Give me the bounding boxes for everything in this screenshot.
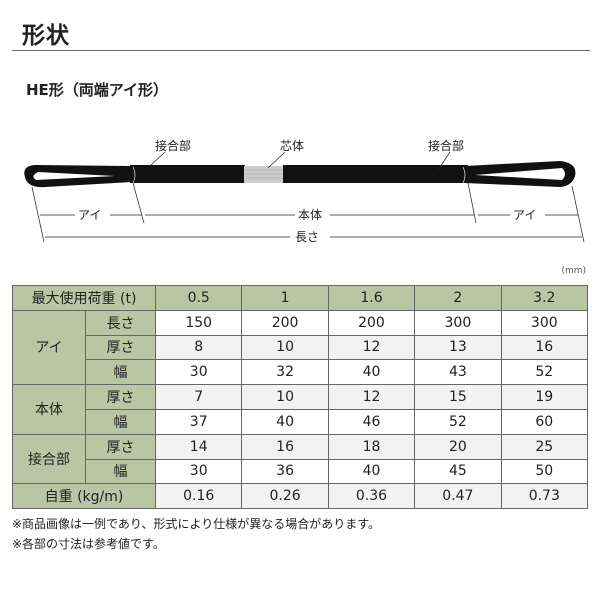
value-cell: 7	[154, 384, 243, 410]
value-cell: 30	[154, 458, 243, 485]
value-cell: 15	[414, 384, 502, 410]
row-label: 幅	[85, 359, 156, 386]
note-2: ※各部の寸法は参考値です。	[12, 537, 165, 551]
sling-diagram: 接合部 芯体 接合部 アイ 本体 アイ 長さ	[24, 138, 585, 244]
table-row: 本体 厚さ 7 10 12 15 19	[12, 384, 589, 435]
weight-cell: 0.73	[500, 483, 589, 510]
value-cell: 12	[327, 384, 416, 410]
row-label: 厚さ	[85, 334, 156, 361]
weight-label: 自重 (kg/m)	[12, 483, 156, 510]
value-cell: 8	[154, 334, 243, 361]
value-cell: 40	[327, 458, 416, 485]
table-row: 幅 37 40 46 52 60	[13, 408, 589, 435]
table-row: アイ 長さ 150 200 200 300 300	[12, 309, 589, 386]
value-cell: 45	[414, 458, 502, 485]
row-label: 幅	[85, 408, 156, 435]
value-cell: 10	[241, 334, 329, 361]
group-label: 本体	[12, 384, 86, 435]
row-label: 厚さ	[85, 384, 156, 410]
value-cell: 36	[241, 458, 329, 485]
value-cell: 10	[241, 384, 329, 410]
group-label: 接合部	[12, 433, 86, 485]
value-cell: 200	[327, 309, 416, 336]
weight-cell: 0.36	[327, 483, 416, 510]
weight-cell: 0.16	[154, 483, 243, 510]
group-label: アイ	[12, 309, 86, 386]
row-label: 厚さ	[85, 433, 156, 460]
value-cell: 200	[241, 309, 329, 336]
row-label: 幅	[85, 458, 156, 485]
label-core: 芯体	[280, 139, 304, 153]
value-cell: 60	[500, 408, 589, 435]
value-cell: 18	[327, 433, 416, 460]
section-subtitle: HE形（両端アイ形）	[26, 81, 169, 99]
label-eye-right: アイ	[513, 208, 536, 222]
label-length: 長さ	[295, 230, 319, 244]
load-cell: 1.6	[327, 285, 416, 311]
title-divider	[12, 50, 590, 51]
value-cell: 30	[154, 359, 243, 386]
value-cell: 40	[241, 408, 329, 435]
weight-cell: 0.26	[241, 483, 329, 510]
value-cell: 13	[414, 334, 502, 361]
table-row: 接合部 厚さ 14 16 18 20 25	[12, 433, 589, 485]
table-row: 幅 30 36 40 45 50	[13, 458, 589, 485]
unit-label: (mm)	[561, 266, 586, 276]
dimension-lines	[31, 151, 585, 243]
value-cell: 52	[500, 359, 589, 386]
value-cell: 20	[414, 433, 502, 460]
label-joint-left: 接合部	[155, 138, 191, 153]
value-cell: 14	[154, 433, 243, 460]
table-row: 厚さ 8 10 12 13 16	[13, 334, 589, 361]
value-cell: 16	[241, 433, 329, 460]
table-header-row: 最大使用荷重 (t) 0.5 1 1.6 2 3.2	[12, 285, 589, 311]
value-cell: 50	[500, 458, 589, 485]
load-cell: 2	[414, 285, 502, 311]
label-body: 本体	[298, 208, 322, 222]
value-cell: 43	[414, 359, 502, 386]
header-load: 最大使用荷重 (t)	[12, 285, 156, 311]
table-row: 幅 30 32 40 43 52	[13, 359, 589, 386]
spec-table: 最大使用荷重 (t) 0.5 1 1.6 2 3.2 アイ 長さ 150 200 200…	[12, 285, 589, 510]
weight-cell: 0.47	[414, 483, 502, 510]
page-title: 形状	[22, 23, 70, 49]
value-cell: 40	[327, 359, 416, 386]
value-cell: 52	[414, 408, 502, 435]
value-cell: 16	[500, 334, 589, 361]
value-cell: 12	[327, 334, 416, 361]
sling-illustration	[24, 161, 576, 188]
value-cell: 32	[241, 359, 329, 386]
label-eye-left: アイ	[78, 208, 101, 222]
label-joint-right: 接合部	[428, 138, 464, 153]
value-cell: 150	[154, 309, 243, 336]
load-cell: 0.5	[154, 285, 243, 311]
value-cell: 300	[414, 309, 502, 336]
load-cell: 1	[241, 285, 329, 311]
value-cell: 19	[500, 384, 589, 410]
note-1: ※商品画像は一例であり、形式により仕様が異なる場合があります。	[12, 517, 381, 531]
value-cell: 25	[500, 433, 589, 460]
row-label: 長さ	[85, 309, 156, 336]
weight-row: 自重 (kg/m) 0.16 0.26 0.36 0.47 0.73	[12, 483, 589, 510]
load-cell: 3.2	[500, 285, 589, 311]
value-cell: 300	[500, 309, 589, 336]
value-cell: 46	[327, 408, 416, 435]
value-cell: 37	[154, 408, 243, 435]
